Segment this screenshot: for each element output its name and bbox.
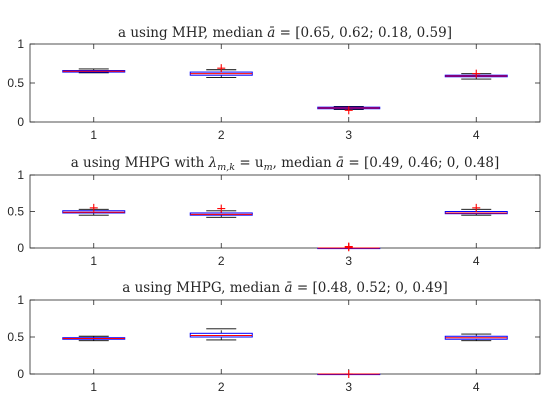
outlier-marker — [344, 242, 353, 251]
chart-title: a using MHPG with λm,k = um, median ā = … — [71, 155, 500, 173]
y-tick-label: 0 — [17, 241, 24, 255]
box-1 — [62, 335, 126, 342]
outlier-marker — [472, 203, 481, 212]
x-tick-label: 2 — [218, 254, 225, 268]
x-tick-label: 2 — [218, 128, 225, 142]
chart-title: a using MHP, median ā = [0.65, 0.62; 0.1… — [118, 25, 452, 41]
box-4 — [444, 69, 508, 80]
box-1 — [62, 203, 126, 216]
x-tick-label: 4 — [473, 380, 480, 394]
x-tick-label: 2 — [218, 380, 225, 394]
x-tick-label: 3 — [345, 254, 352, 268]
box-1 — [62, 68, 126, 74]
y-tick-label: 1 — [17, 168, 24, 182]
y-tick-label: 1 — [17, 37, 24, 51]
box-2 — [189, 328, 253, 341]
chart-title: a using MHPG, median ā = [0.48, 0.52; 0,… — [122, 280, 448, 296]
outlier-marker — [89, 203, 98, 212]
y-tick-label: 0.5 — [7, 76, 24, 90]
box-4 — [444, 203, 508, 216]
y-tick-label: 1 — [17, 293, 24, 307]
x-tick-label: 4 — [473, 254, 480, 268]
panel-3: a using MHPG, median ā = [0.48, 0.52; 0,… — [7, 280, 541, 394]
y-tick-label: 0.5 — [7, 330, 24, 344]
box-2 — [189, 64, 253, 78]
y-tick-label: 0 — [17, 115, 24, 129]
x-tick-label: 1 — [90, 380, 97, 394]
y-tick-label: 0 — [17, 367, 24, 381]
box-2 — [189, 204, 253, 218]
axes-box — [29, 43, 541, 123]
outlier-marker — [472, 69, 481, 78]
box-3 — [317, 370, 381, 378]
x-tick-label: 3 — [345, 128, 352, 142]
outlier-marker — [217, 204, 226, 213]
x-tick-label: 1 — [90, 254, 97, 268]
box-4 — [444, 333, 508, 342]
box-3 — [317, 242, 381, 252]
x-tick-label: 1 — [90, 128, 97, 142]
outlier-marker — [344, 370, 353, 378]
box-3 — [317, 105, 381, 115]
panel-1: a using MHP, median ā = [0.65, 0.62; 0.1… — [7, 25, 541, 142]
outlier-marker — [344, 106, 353, 115]
outlier-marker — [217, 64, 226, 73]
x-tick-label: 3 — [345, 380, 352, 394]
panel-2: a using MHPG with λm,k = um, median ā = … — [7, 155, 541, 268]
axes-box — [29, 299, 541, 375]
x-tick-label: 4 — [473, 128, 480, 142]
y-tick-label: 0.5 — [7, 205, 24, 219]
